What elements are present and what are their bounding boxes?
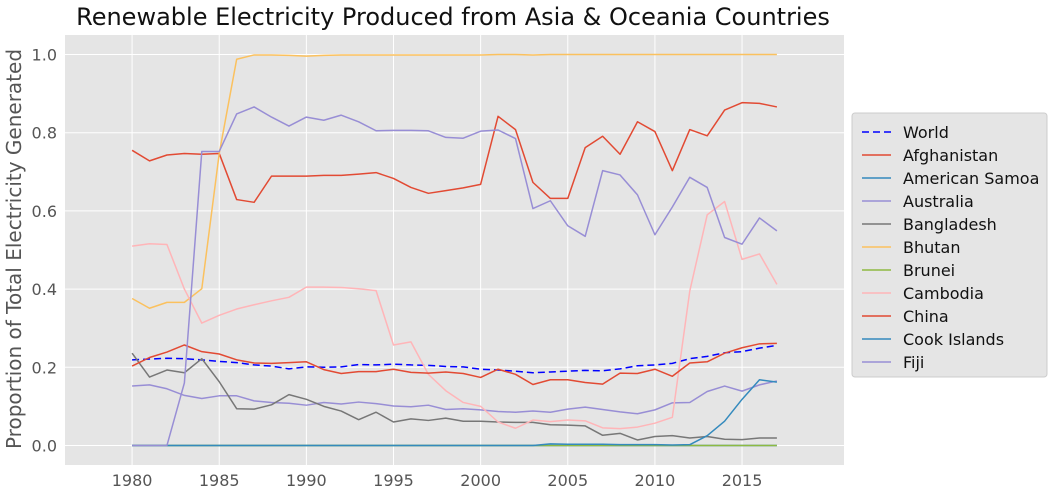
x-tick-label: 1980 [112,471,153,490]
legend-label: Australia [903,192,974,211]
y-tick-label: 0.8 [32,124,57,143]
series-line-bhutan [131,53,777,309]
y-tick-label: 1.0 [32,46,57,65]
legend-label: Cambodia [903,284,984,303]
legend-label: Afghanistan [903,146,998,165]
y-tick-label: 0.0 [32,436,57,455]
series-line-afghanistan [131,101,778,204]
x-tick-label: 2000 [460,471,501,490]
series-line-cook-islands [132,379,778,447]
legend-label: Bangladesh [903,215,997,234]
x-tick-label: 1985 [199,471,240,490]
y-axis-label: Proportion of Total Electricity Generate… [2,49,26,449]
plot-background [65,35,844,465]
series-line-bangladesh [131,352,777,441]
legend-label: American Samoa [903,169,1039,188]
series-line-china [131,342,777,386]
legend-label: Cook Islands [903,330,1004,349]
legend-box [851,112,1048,378]
series-line-world [132,344,778,374]
x-tick-label: 1990 [286,471,327,490]
y-tick-label: 0.4 [32,280,57,299]
chart-title: Renewable Electricity Produced from Asia… [76,3,830,31]
legend-label: World [903,123,949,142]
x-tick-label: 1995 [373,471,414,490]
legend: World Afghanistan American Samoa Australia B… [851,112,1048,378]
x-tick-label: 2005 [547,471,588,490]
series-line-cambodia [132,200,778,430]
legend-label: Fiji [903,353,924,372]
x-tick-label: 2010 [635,471,676,490]
x-tick-label: 2015 [722,471,763,490]
legend-label: Brunei [903,261,955,280]
tick-labels: 1980 1985 1990 1995 2000 2005 2010 2015 0.0 0.2 0.… [32,46,763,490]
legend-label: China [903,307,949,326]
y-tick-label: 0.2 [32,358,57,377]
y-tick-label: 0.6 [32,202,57,221]
series-line-australia [132,380,778,415]
series-lines [131,53,778,447]
legend-label: Bhutan [903,238,960,257]
series-line-fiji [132,106,778,447]
